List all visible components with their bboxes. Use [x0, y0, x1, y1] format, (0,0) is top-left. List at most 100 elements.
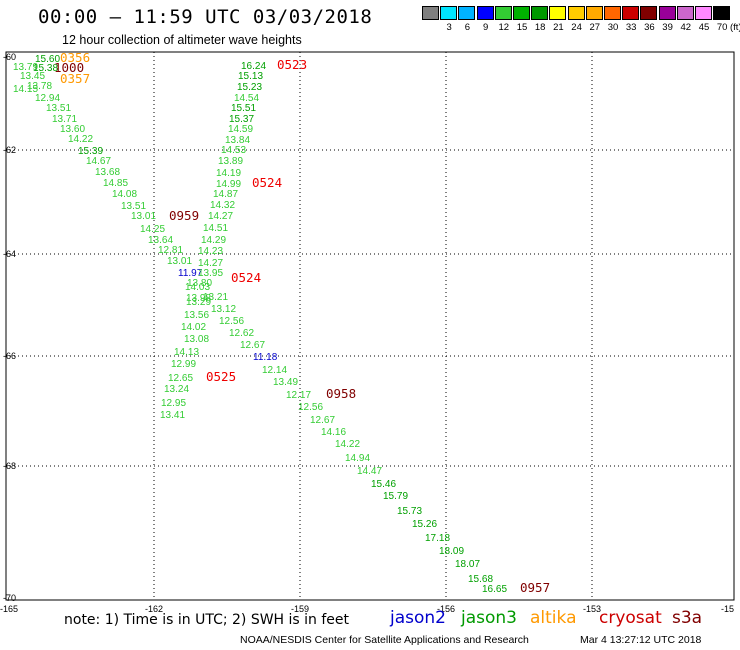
wave-height-label: 12.56 — [298, 402, 323, 413]
wave-height-label: 13.21 — [203, 292, 228, 303]
wave-height-label: 13.08 — [184, 334, 209, 345]
wave-height-label: 13.80 — [187, 278, 212, 289]
wave-height-label: 12.17 — [286, 390, 311, 401]
wave-height-label: 14.19 — [216, 168, 241, 179]
color-scale-label: 39 — [662, 22, 673, 33]
color-swatch — [676, 6, 694, 20]
wave-height-label: 13.01 — [131, 211, 156, 222]
wave-height-label: 13.24 — [164, 384, 189, 395]
pass-time-label: 0958 — [326, 386, 356, 401]
color-scale-label: 45 — [698, 22, 710, 33]
map-subtitle: 12 hour collection of altimeter wave hei… — [62, 33, 302, 47]
wave-height-label: 12.56 — [219, 316, 244, 327]
wave-height-label: 11.97 — [178, 268, 203, 279]
wave-height-label: 15.79 — [383, 491, 408, 502]
satellite-legend-jason2: jason2 — [390, 608, 446, 628]
latitude-tick-label: -64 — [3, 249, 16, 259]
wave-height-label: 12.14 — [262, 365, 287, 376]
wave-height-label: 13.98 — [186, 293, 211, 304]
color-swatch — [567, 6, 585, 20]
pass-time-label: 1000 — [54, 60, 84, 75]
color-swatch — [622, 6, 640, 20]
longitude-tick-label: -153 — [583, 604, 601, 614]
wave-height-label: 14.53 — [221, 145, 246, 156]
color-swatch — [695, 6, 712, 20]
wave-height-label: 14.03 — [185, 282, 210, 293]
wave-height-label: 15.37 — [229, 114, 254, 125]
wave-height-label: 13.45 — [20, 71, 45, 82]
color-scale-label: 33 — [625, 22, 637, 33]
generation-timestamp: Mar 4 13:27:12 UTC 2018 — [580, 634, 702, 646]
color-swatch — [640, 6, 658, 20]
pass-time-label: 0524 — [252, 175, 282, 190]
wave-height-label: 14.85 — [103, 178, 128, 189]
color-swatch — [476, 6, 494, 20]
wave-height-label: 14.59 — [228, 124, 253, 135]
pass-time-label: 0524 — [231, 270, 261, 285]
pass-time-label: 0957 — [520, 580, 550, 595]
color-swatch — [458, 6, 476, 20]
longitude-tick-label: -15 — [721, 604, 734, 614]
satellite-legend-cryosat: cryosat — [599, 608, 662, 628]
color-swatch — [713, 6, 731, 20]
wave-height-label: 15.26 — [412, 519, 437, 530]
pass-time-label: 0356 — [60, 50, 90, 65]
wave-height-label: 14.54 — [234, 93, 259, 104]
wave-height-label: 12.95 — [161, 398, 186, 409]
color-scale-label: 12 — [498, 22, 510, 33]
wave-height-label: 14.13 — [174, 347, 199, 358]
wave-height-label: 14.08 — [112, 189, 137, 200]
satellite-legend-altika: altika — [530, 608, 577, 628]
wave-height-label: 14.27 — [198, 258, 223, 269]
wave-height-label: 14.27 — [208, 211, 233, 222]
color-swatch — [604, 6, 621, 20]
wave-height-label: 13.29 — [186, 297, 211, 308]
wave-height-label: 13.78 — [27, 81, 52, 92]
color-swatch — [513, 6, 530, 20]
wave-height-label: 18.09 — [439, 546, 464, 557]
satellite-legend-s3a: s3a — [672, 608, 703, 628]
wave-height-label: 14.29 — [201, 235, 226, 246]
color-scale-label: 9 — [482, 22, 489, 33]
wave-height-label: 12.62 — [229, 328, 254, 339]
pass-time-label: 0357 — [60, 71, 90, 86]
wave-height-label: 14.87 — [213, 189, 238, 200]
color-swatch — [531, 6, 549, 20]
wave-height-label: 13.95 — [198, 268, 223, 279]
color-scale-label: 27 — [589, 22, 601, 33]
wave-height-label: 14.32 — [210, 200, 235, 211]
color-scale-label: 21 — [553, 22, 564, 33]
wave-height-label: 12.67 — [310, 415, 335, 426]
longitude-tick-label: -159 — [291, 604, 309, 614]
wave-height-label: 14.25 — [140, 224, 165, 235]
wave-height-label: 14.23 — [198, 246, 223, 257]
wave-height-label: 12.81 — [158, 245, 183, 256]
color-swatch — [422, 6, 439, 20]
color-scale-label: 70 — [716, 22, 728, 33]
credit-line: NOAA/NESDIS Center for Satellite Applica… — [240, 634, 529, 646]
wave-height-label: 17.18 — [425, 533, 450, 544]
latitude-tick-label: -60 — [3, 52, 16, 62]
wave-height-label: 14.16 — [321, 427, 346, 438]
color-swatch — [658, 6, 676, 20]
wave-height-label: 13.41 — [160, 410, 185, 421]
wave-height-label: 13.51 — [121, 201, 146, 212]
legend-note: note: 1) Time is in UTC; 2) SWH is in fe… — [64, 612, 350, 628]
color-scale-label: 36 — [644, 22, 655, 33]
map-frame — [5, 51, 735, 601]
wave-height-label: 13.84 — [225, 135, 250, 146]
wave-height-label: 14.22 — [68, 134, 93, 145]
wave-height-label: 13.79 — [13, 62, 38, 73]
wave-height-label: 14.02 — [181, 322, 206, 333]
wave-height-label: 15.51 — [231, 103, 256, 114]
pass-time-label: 0959 — [169, 208, 199, 223]
color-scale-label: 15 — [516, 22, 528, 33]
wave-height-label: 12.67 — [240, 340, 265, 351]
color-scale-unit: (ft) — [730, 22, 740, 33]
longitude-tick-label: -162 — [145, 604, 163, 614]
wave-height-label: 14.15 — [13, 84, 38, 95]
wave-height-label: 13.56 — [184, 310, 209, 321]
satellite-legend-jason3: jason3 — [461, 608, 517, 628]
